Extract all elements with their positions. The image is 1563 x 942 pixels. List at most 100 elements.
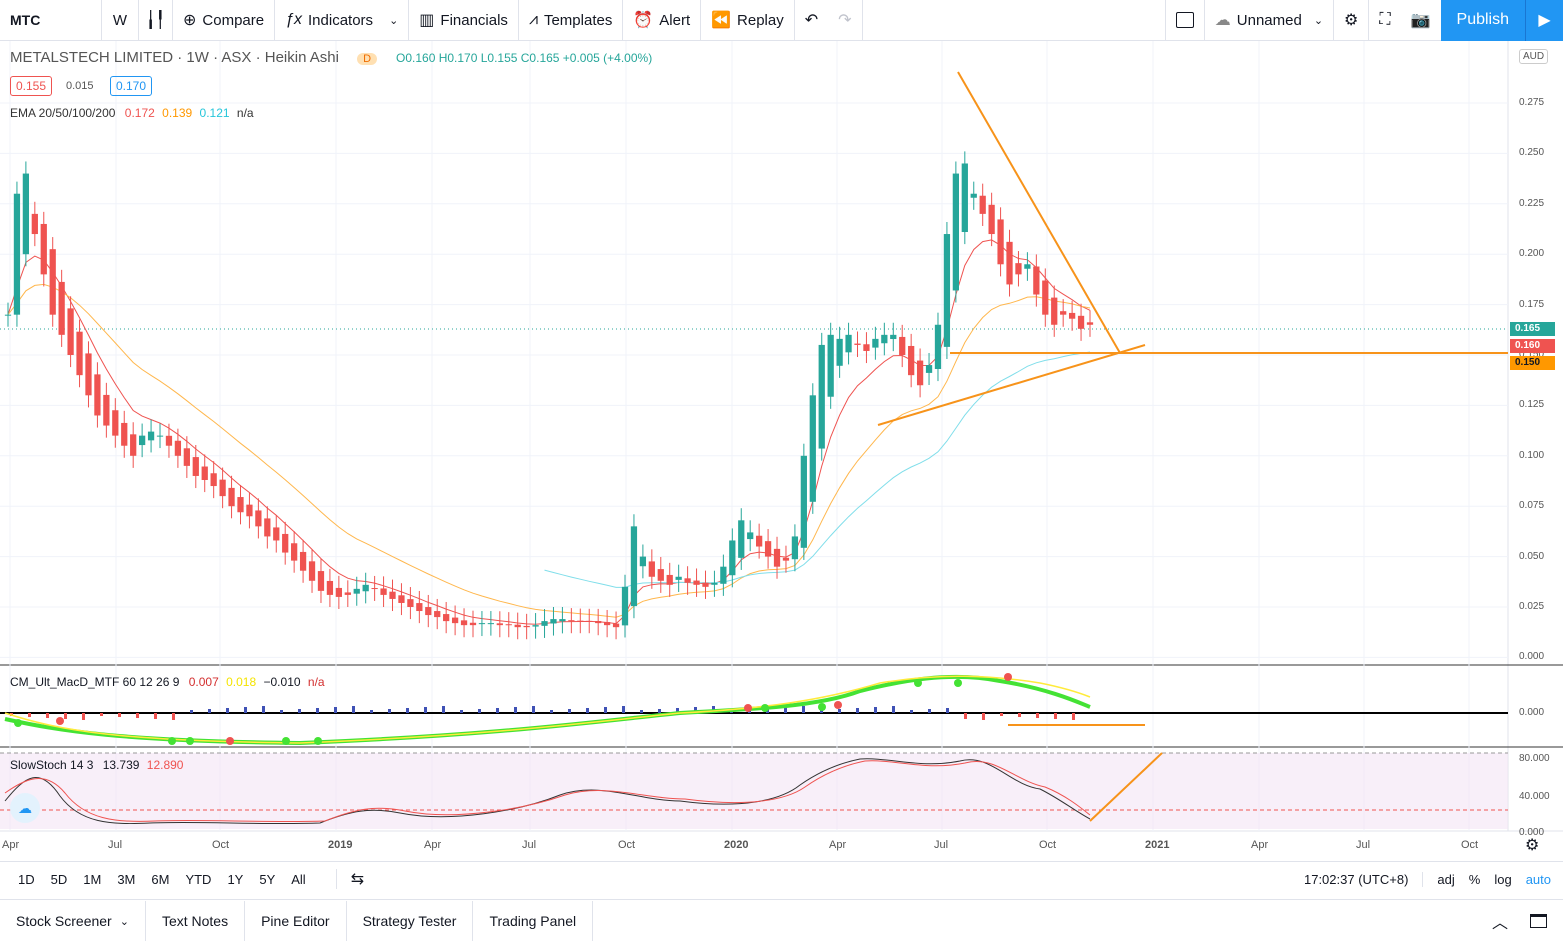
- candle-body: [747, 532, 754, 540]
- macd-histogram-bar: [280, 710, 283, 713]
- tab-strategy-tester[interactable]: Strategy Tester: [347, 901, 474, 941]
- templates-button[interactable]: ⩘ Templates: [519, 0, 624, 41]
- candle-body: [308, 561, 316, 581]
- cross-dot: [168, 737, 176, 745]
- auto-toggle[interactable]: auto: [1525, 871, 1551, 887]
- stoch-band: [0, 753, 1508, 829]
- candle-body: [702, 582, 709, 587]
- candle-body: [961, 163, 968, 233]
- ask-price[interactable]: 0.170: [110, 76, 153, 96]
- cross-dot: [314, 737, 322, 745]
- candle-body: [863, 344, 870, 351]
- financials-label: Financials: [440, 11, 508, 29]
- alert-button[interactable]: ⏰ Alert: [623, 0, 702, 41]
- range-5d[interactable]: 5D: [50, 871, 68, 887]
- clock-time[interactable]: 17:02:37 (UTC+8): [1304, 871, 1424, 887]
- price-tag-close: 0.165: [1510, 322, 1555, 336]
- layout-name-button[interactable]: ☁ Unnamed ⌄: [1205, 0, 1335, 41]
- adj-toggle[interactable]: adj: [1437, 871, 1455, 887]
- macd-histogram-bar: [172, 713, 175, 720]
- candle-body: [773, 548, 781, 567]
- range-1d[interactable]: 1D: [18, 871, 35, 887]
- candle-body: [460, 620, 468, 626]
- top-toolbar: MTC W ╽╿ ⊕ Compare ƒx Indicators ⌄ ▥ Fin…: [0, 0, 1563, 41]
- alarm-clock-icon: ⏰: [633, 12, 654, 29]
- time-tick: Oct: [1039, 839, 1057, 851]
- cloud-logo-icon: ☁: [18, 799, 32, 816]
- range-3m[interactable]: 3M: [117, 871, 136, 887]
- publish-button[interactable]: Publish: [1440, 0, 1525, 41]
- axis-settings-button[interactable]: ⚙: [1525, 835, 1539, 855]
- replay-label: Replay: [737, 11, 784, 29]
- candle-body: [657, 569, 664, 581]
- redo-button[interactable]: ↷: [828, 0, 863, 41]
- candle-body: [648, 561, 655, 577]
- date-range-button[interactable]: ⇆: [335, 869, 364, 889]
- triangle-drawing[interactable]: [877, 71, 1508, 426]
- macd-histogram-bar: [658, 709, 661, 713]
- symbol-search[interactable]: MTC: [0, 0, 102, 41]
- candle-body: [1033, 266, 1040, 295]
- range-5y[interactable]: 5Y: [259, 871, 276, 887]
- candle-body: [165, 435, 173, 446]
- currency-label[interactable]: AUD: [1519, 49, 1549, 64]
- stoch-k-line: [4, 758, 1091, 825]
- macd-histogram-bar: [208, 709, 211, 713]
- ema-value-100: 0.121: [199, 106, 230, 120]
- macd-histogram-bar: [298, 709, 301, 713]
- chart-area[interactable]: METALSTECH LIMITED · 1W · ASX · Heikin A…: [0, 41, 1563, 861]
- fullscreen-button[interactable]: ⛶: [1369, 0, 1400, 41]
- templates-icon: ⩘: [528, 11, 538, 28]
- financials-button[interactable]: ▥ Financials: [409, 0, 519, 41]
- candle-body: [711, 582, 718, 585]
- undo-button[interactable]: ↶: [795, 0, 828, 41]
- chevron-up-icon[interactable]: ︿: [1491, 915, 1508, 932]
- range-1y[interactable]: 1Y: [227, 871, 244, 887]
- tab-text-notes[interactable]: Text Notes: [146, 901, 246, 941]
- macd-histogram-bar: [460, 710, 463, 713]
- replay-button[interactable]: ⏪ Replay: [701, 0, 795, 41]
- cross-dot: [744, 704, 752, 712]
- compare-button[interactable]: ⊕ Compare: [173, 0, 276, 41]
- candle-body: [639, 556, 647, 567]
- cross-dot: [761, 704, 769, 712]
- candle-body: [496, 623, 503, 626]
- price-tick: 0.175: [1519, 298, 1545, 310]
- percent-toggle[interactable]: %: [1468, 871, 1481, 887]
- candle-body: [139, 435, 146, 446]
- range-6m[interactable]: 6M: [151, 871, 170, 887]
- tab-pine-editor[interactable]: Pine Editor: [245, 901, 347, 941]
- indicators-button[interactable]: ƒx Indicators ⌄: [275, 0, 410, 41]
- log-toggle[interactable]: log: [1494, 871, 1512, 887]
- macd-histogram-bar: [1072, 713, 1075, 720]
- stoch-trendline: [1089, 752, 1163, 822]
- tab-stock-screener[interactable]: Stock Screener ⌄: [0, 901, 146, 941]
- candle-body: [443, 614, 450, 622]
- bid-price[interactable]: 0.155: [10, 76, 53, 96]
- snapshot-button[interactable]: 📷: [1401, 0, 1441, 41]
- macd-histogram-bar: [928, 709, 931, 713]
- maximize-panel-icon[interactable]: [1530, 914, 1547, 928]
- fullscreen-layout-button[interactable]: [1164, 0, 1205, 41]
- macd-histogram-bar: [532, 706, 535, 713]
- candle-body: [219, 479, 226, 497]
- candle-body: [943, 234, 951, 347]
- publish-menu-button[interactable]: ▶: [1525, 0, 1563, 41]
- alert-label: Alert: [659, 11, 691, 29]
- range-ytd[interactable]: YTD: [185, 871, 212, 887]
- tradingview-logo[interactable]: ☁: [10, 793, 40, 823]
- macd-histogram-bar: [784, 707, 787, 713]
- candle-body: [1006, 241, 1013, 285]
- macd-histogram-bar: [910, 710, 913, 713]
- settings-button[interactable]: ⚙: [1334, 0, 1370, 41]
- tab-trading-panel[interactable]: Trading Panel: [473, 901, 594, 941]
- chart-style-button[interactable]: ╽╿: [139, 0, 173, 41]
- range-1m[interactable]: 1M: [83, 871, 102, 887]
- interval-button[interactable]: W: [102, 0, 139, 41]
- panel-controls: ︿: [1492, 909, 1563, 933]
- cross-dot: [914, 679, 922, 687]
- chart-canvas[interactable]: [0, 41, 1563, 861]
- price-tick: 0.125: [1519, 399, 1545, 411]
- candle-body: [58, 281, 65, 335]
- range-all[interactable]: All: [291, 871, 306, 887]
